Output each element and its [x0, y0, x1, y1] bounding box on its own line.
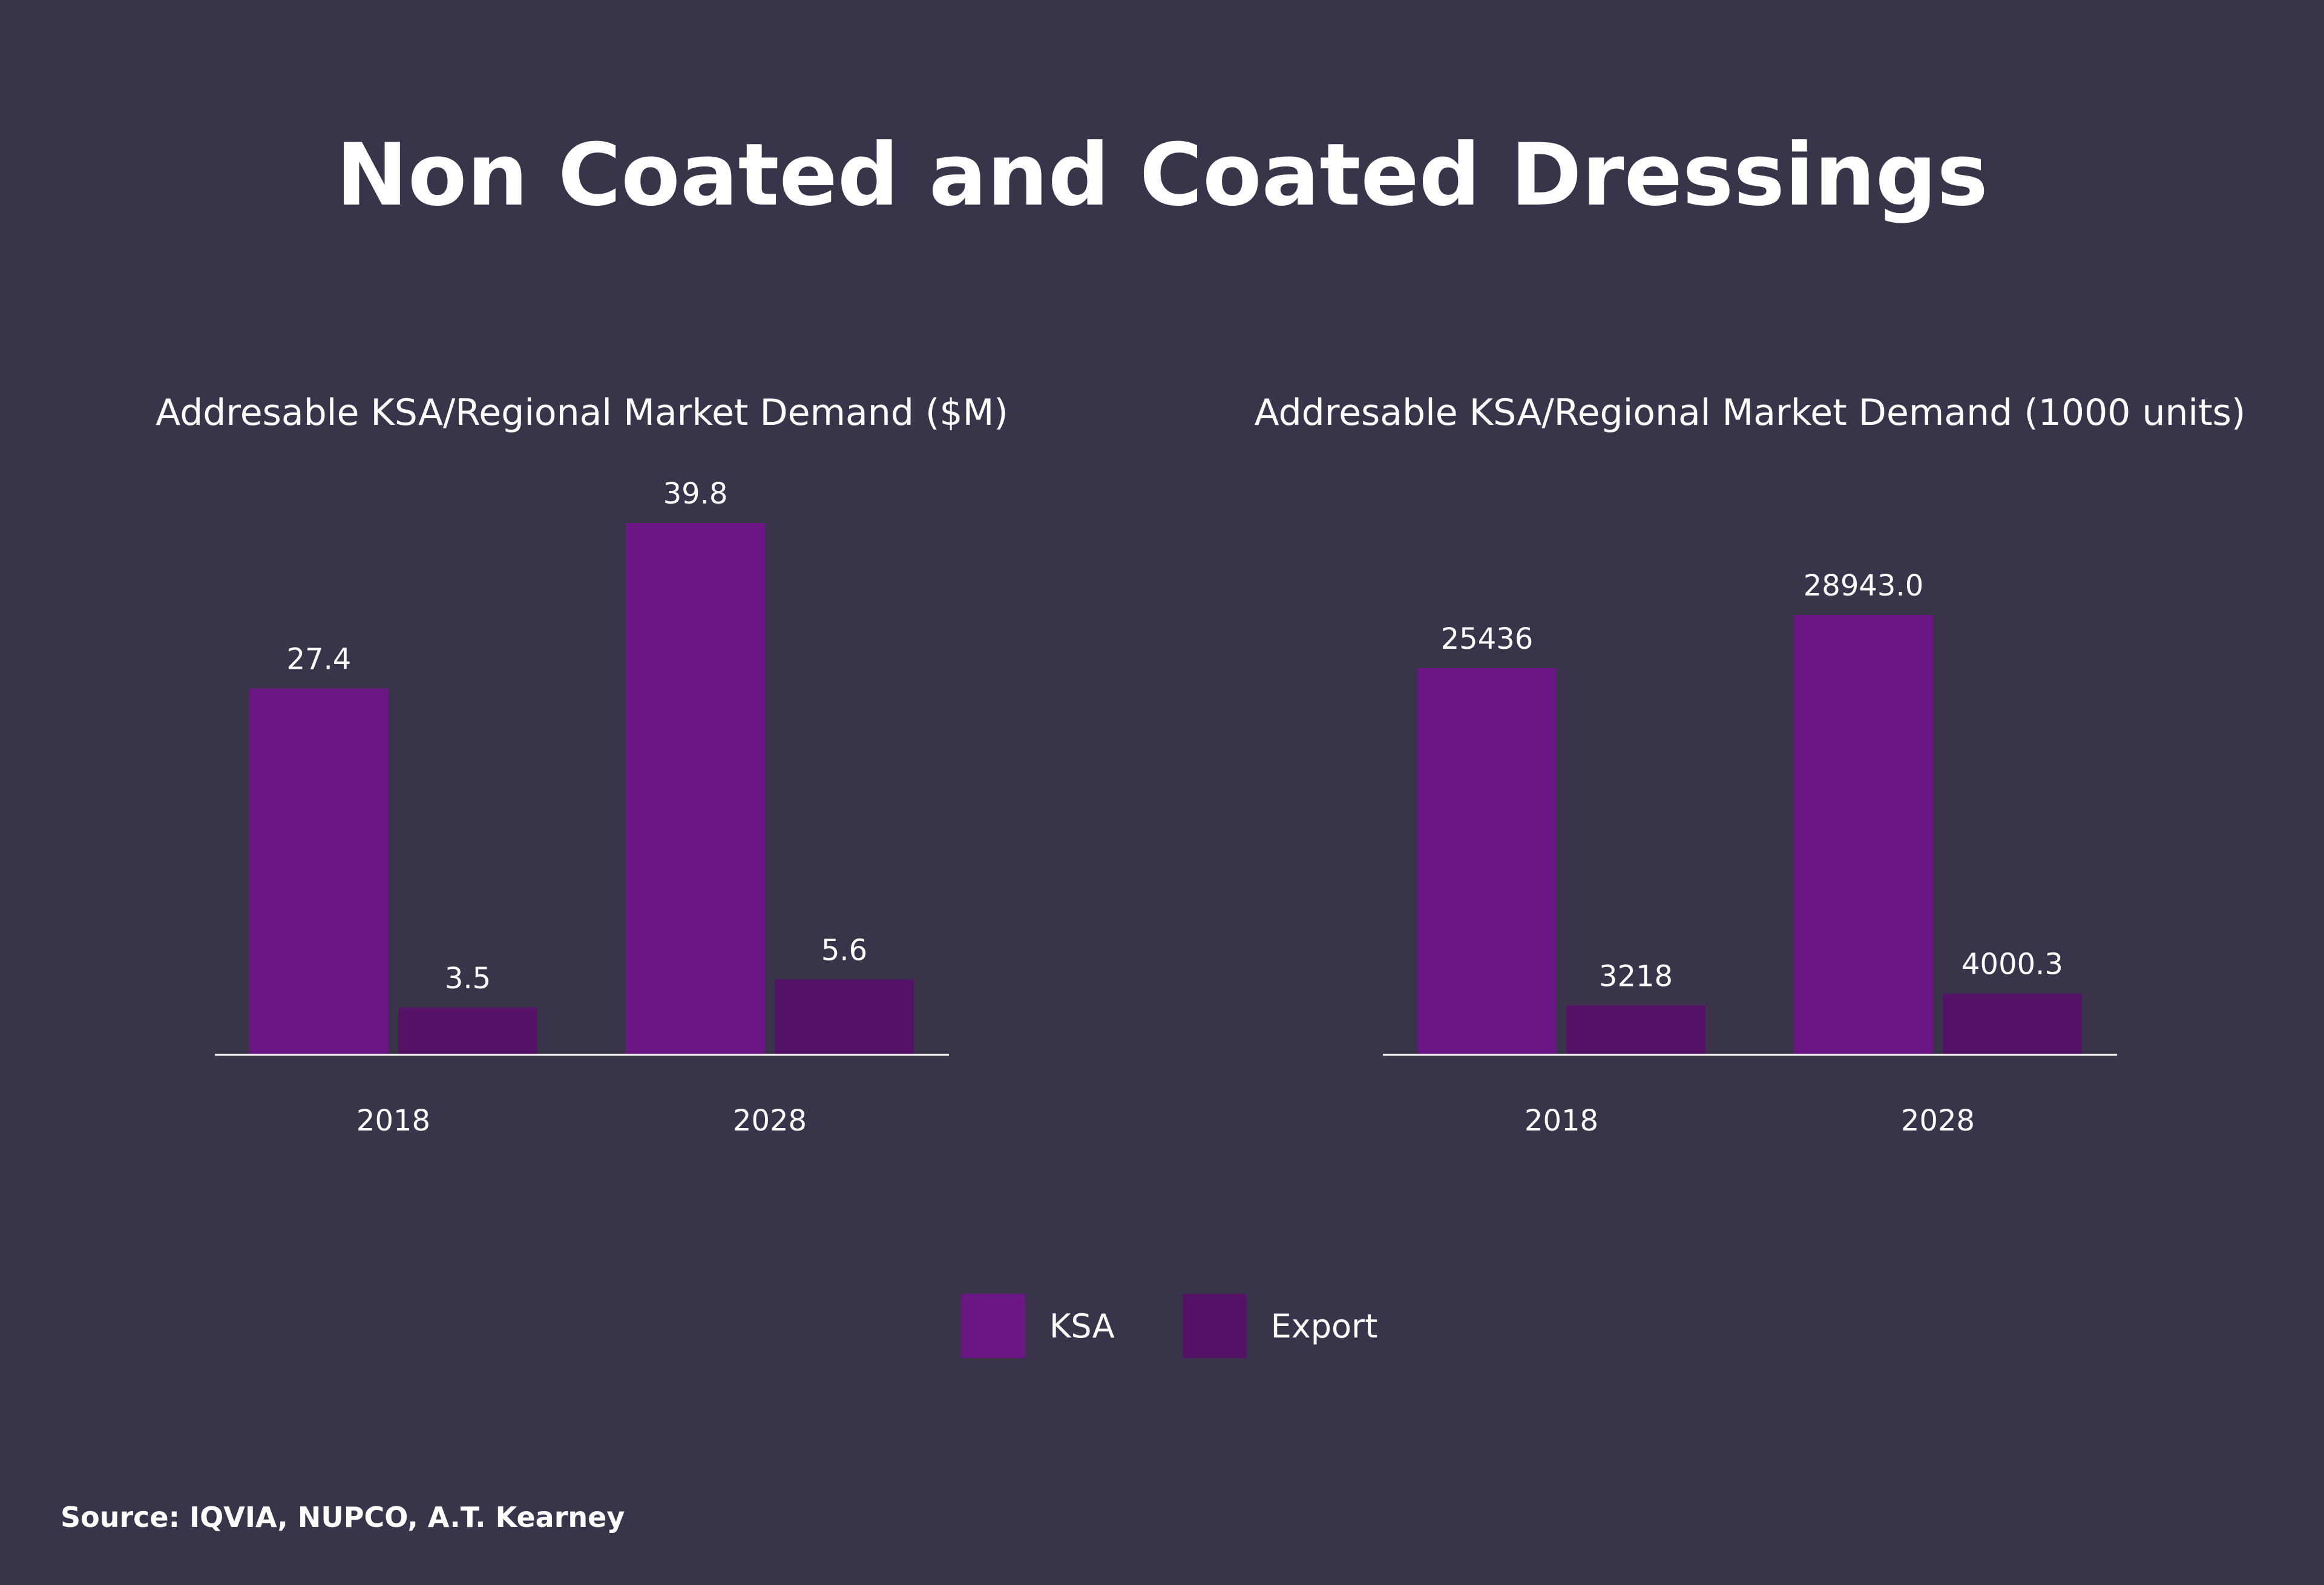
bar-export-2018: [398, 1007, 537, 1054]
data-label-ksa-2028: 39.8: [663, 477, 728, 511]
legend-label-export: Export: [1270, 1307, 1378, 1345]
chart-marks: 27.4 3.5 2018 39.8 5.6 2028: [215, 477, 949, 1138]
x-tick-label-2028: 2028: [733, 1104, 807, 1138]
legend: KSA Export: [961, 1294, 1377, 1358]
data-label-ksa-2018: 27.4: [287, 643, 352, 677]
bar-export-2018: [1566, 1005, 1705, 1054]
data-label-ksa-2028: 28943.0: [1804, 569, 1924, 603]
chart-title: Addresable KSA/Regional Market Demand ($…: [156, 392, 1008, 434]
bar-ksa-2018: [1417, 668, 1557, 1054]
x-tick-label-2018: 2018: [356, 1104, 430, 1138]
legend-swatch-export: [1182, 1294, 1247, 1358]
data-label-export-2028: 5.6: [821, 933, 867, 967]
page-title: Non Coated and Coated Dressings: [336, 125, 1988, 225]
bar-ksa-2028: [626, 523, 765, 1054]
data-label-export-2028: 4000.3: [1961, 948, 2063, 982]
x-tick-label-2018: 2018: [1525, 1104, 1598, 1138]
legend-swatch-ksa: [961, 1294, 1025, 1358]
bar-ksa-2018: [249, 688, 389, 1054]
legend-item-export: Export: [1182, 1294, 1378, 1358]
chart-demand-value: Addresable KSA/Regional Market Demand ($…: [156, 392, 1008, 1138]
bar-export-2028: [1943, 993, 2082, 1054]
chart-marks: 25436 3218 2018 28943.0 4000.3 2028: [1383, 569, 2117, 1138]
chart-title: Addresable KSA/Regional Market Demand (1…: [1255, 392, 2246, 434]
data-label-export-2018: 3.5: [445, 962, 491, 996]
x-tick-label-2028: 2028: [1901, 1104, 1975, 1138]
legend-item-ksa: KSA: [961, 1294, 1115, 1358]
legend-label-ksa: KSA: [1049, 1307, 1115, 1345]
source-note: Source: IQVIA, NUPCO, A.T. Kearney: [61, 1501, 625, 1534]
chart-demand-units: Addresable KSA/Regional Market Demand (1…: [1255, 392, 2246, 1138]
bar-export-2028: [775, 979, 914, 1054]
bar-ksa-2028: [1794, 614, 1933, 1054]
data-label-export-2018: 3218: [1599, 959, 1673, 993]
data-label-ksa-2018: 25436: [1441, 622, 1534, 656]
